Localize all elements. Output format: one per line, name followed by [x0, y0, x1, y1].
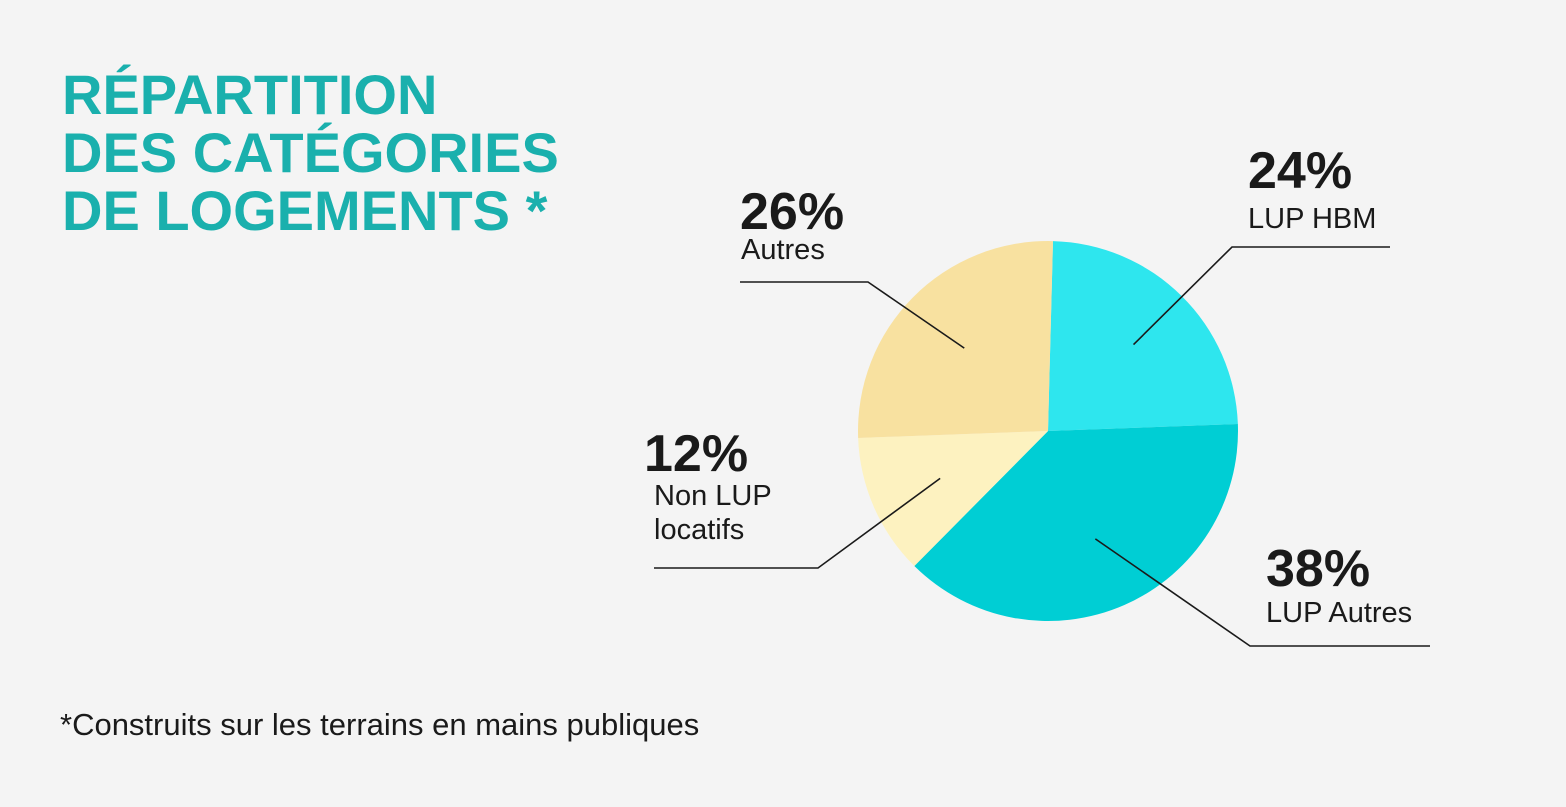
leader-line-lup-autres: [1094, 538, 1430, 647]
data-label-autres: 26%: [740, 183, 844, 241]
category-label-autres: Autres: [741, 234, 825, 266]
footnote: *Construits sur les terrains en mains pu…: [60, 707, 700, 742]
data-label-non-lup-locatifs: 12%: [644, 425, 748, 483]
title-line-2: DES CATÉGORIES: [62, 121, 559, 184]
title-line-1: RÉPARTITION: [62, 63, 438, 126]
category-label-lup-hbm: LUP HBM: [1248, 203, 1376, 235]
pie-slice-non-lup-locatifs: [858, 431, 1048, 567]
title-line-3: DE LOGEMENTS *: [62, 179, 548, 242]
pie-slice-autres: [858, 241, 1053, 438]
category-label-non-lup-locatifs: Non LUP: [654, 480, 772, 512]
data-label-lup-autres: 38%: [1266, 540, 1370, 598]
leader-line-autres: [740, 281, 965, 349]
pie-slice-lup-autres: [914, 424, 1239, 622]
leader-line-lup-hbm: [1132, 246, 1390, 346]
data-label-lup-hbm: 24%: [1248, 142, 1352, 200]
category-label-non-lup-locatifs: locatifs: [654, 514, 744, 546]
chart-title: RÉPARTITION DES CATÉGORIES DE LOGEMENTS …: [62, 66, 559, 240]
leader-line-non-lup-locatifs: [654, 477, 941, 569]
category-label-lup-autres: LUP Autres: [1266, 597, 1412, 629]
